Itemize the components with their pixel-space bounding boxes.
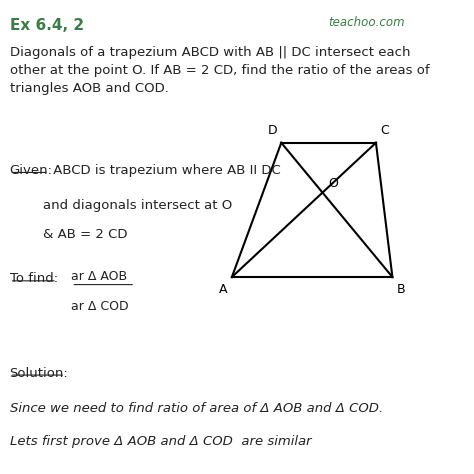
Text: Solution:: Solution:: [9, 366, 68, 380]
Text: O: O: [328, 177, 338, 190]
Text: & AB = 2 CD: & AB = 2 CD: [43, 228, 127, 241]
Text: C: C: [380, 124, 389, 137]
Text: ar Δ AOB: ar Δ AOB: [72, 270, 128, 283]
Text: Since we need to find ratio of area of Δ AOB and Δ COD.: Since we need to find ratio of area of Δ…: [9, 402, 383, 415]
Text: and diagonals intersect at O: and diagonals intersect at O: [43, 199, 232, 212]
Text: Ex 6.4, 2: Ex 6.4, 2: [9, 18, 84, 33]
Text: B: B: [397, 283, 405, 296]
Text: Lets first prove Δ AOB and Δ COD  are similar: Lets first prove Δ AOB and Δ COD are sim…: [9, 435, 311, 448]
Text: ar Δ COD: ar Δ COD: [72, 300, 129, 313]
Text: ABCD is trapezium where AB II DC: ABCD is trapezium where AB II DC: [49, 164, 281, 177]
Text: D: D: [267, 124, 277, 137]
Text: To find:: To find:: [9, 273, 58, 285]
Text: A: A: [219, 283, 228, 296]
Text: Given:: Given:: [9, 164, 53, 177]
Text: teachoo.com: teachoo.com: [328, 16, 405, 28]
Text: Diagonals of a trapezium ABCD with AB || DC intersect each
other at the point O.: Diagonals of a trapezium ABCD with AB ||…: [9, 46, 429, 95]
